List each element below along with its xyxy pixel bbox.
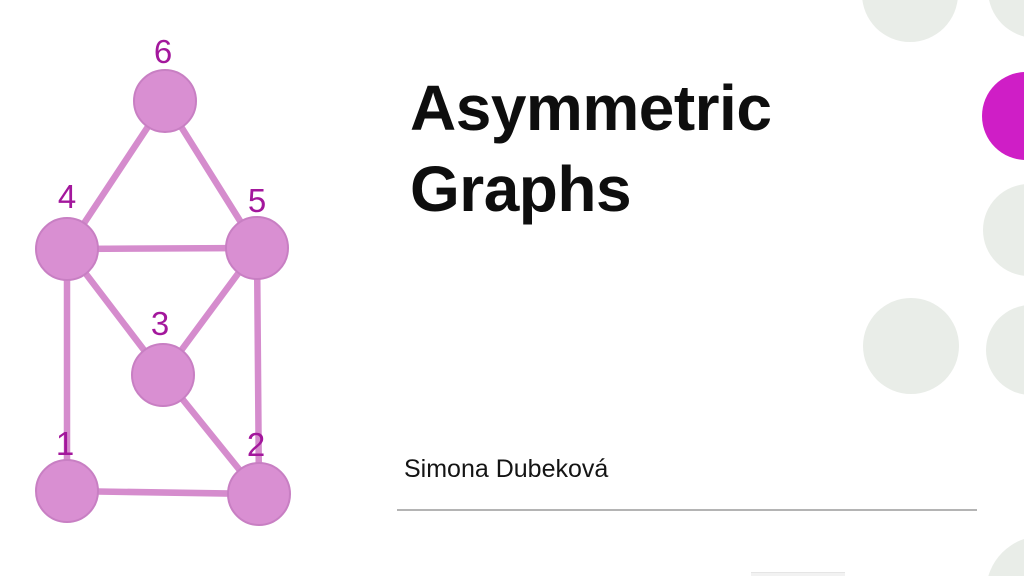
decor-circle-2: [989, 0, 1024, 37]
title-line-2: Graphs: [410, 153, 632, 225]
graph-vertex-label-3: 3: [151, 305, 169, 342]
graph-vertex-1: [35, 459, 99, 523]
graph-vertex-2: [227, 462, 291, 526]
graph-vertex-5: [225, 216, 289, 280]
decor-circle-5: [863, 298, 959, 394]
graph-vertex-label-5: 5: [248, 182, 266, 219]
graph-edge-5-3: [159, 244, 261, 379]
decor-circle-1: [862, 0, 958, 42]
graph-vertex-label-6: 6: [154, 33, 172, 70]
decor-circle-6: [986, 305, 1024, 395]
graph-edge-5-2: [253, 244, 263, 498]
decor-circle-7: [988, 538, 1024, 576]
decor-circle-3: [982, 72, 1024, 160]
graph-vertex-6: [133, 69, 197, 133]
graph-vertex-label-2: 2: [247, 426, 265, 463]
graph-edge-4-3: [63, 245, 167, 379]
asymmetric-graph-figure: 1 2 3 4 5 6: [35, 33, 291, 526]
graph-edge-4-5: [63, 244, 261, 253]
bottom-overlay-strip: [751, 572, 845, 576]
graph-vertex-4: [35, 217, 99, 281]
title-line-1: Asymmetric: [410, 72, 772, 144]
graph-vertex-label-4: 4: [58, 178, 76, 215]
graph-vertex-label-1: 1: [56, 425, 74, 462]
author-divider-line: [397, 509, 977, 511]
graph-vertex-3: [131, 343, 195, 407]
decor-circle-4: [983, 184, 1024, 276]
graph-edge-6-4: [63, 97, 169, 253]
author-name: Simona Dubeková: [404, 455, 609, 483]
graph-edge-6-5: [161, 97, 261, 252]
slide-title: Asymmetric Graphs: [410, 68, 772, 230]
graph-edge-3-2: [159, 371, 263, 498]
graph-edge-1-2: [63, 487, 263, 498]
